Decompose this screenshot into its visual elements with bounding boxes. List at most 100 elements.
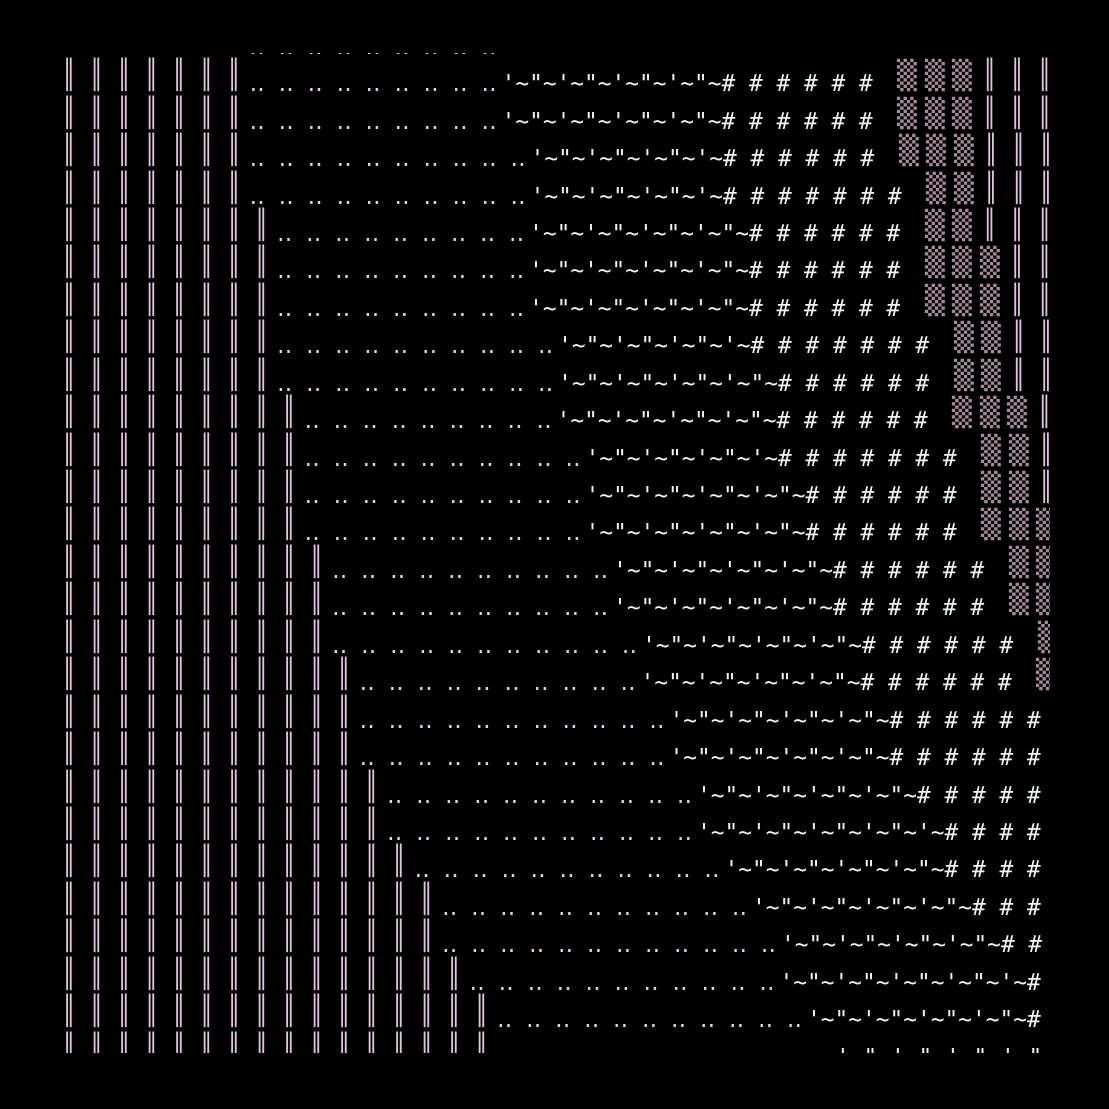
shade-block-glyph: ▒ <box>1008 509 1029 542</box>
pillar-glyph: ║ <box>144 134 159 167</box>
pillar-glyph: ║ <box>309 658 324 691</box>
pillar-glyph: ║ <box>117 433 131 467</box>
pillar-glyph: ║ <box>982 59 997 92</box>
pillar-glyph: ║ <box>227 957 241 991</box>
dots-run: ‥ ‥ ‥ ‥ ‥ ‥ ‥ ‥ ‥ <box>249 53 496 60</box>
tilde-run: '~"~'~"~'~"~'~"~ <box>781 932 1001 959</box>
pillar-glyph: ║ <box>227 284 241 317</box>
pillar-glyph: ║ <box>117 96 131 130</box>
dots-run: ‥ ‥ ‥ ‥ ‥ ‥ ‥ ‥ ‥ ‥ ‥ <box>359 745 665 772</box>
pillar-glyph: ║ <box>337 845 351 878</box>
pillar-glyph: ║ <box>309 845 324 878</box>
pillar-glyph: ║ <box>144 845 159 878</box>
dots-run: ‥ ‥ ‥ ‥ ‥ ‥ ‥ ‥ ‥ ‥ ‥ <box>469 969 775 996</box>
pillar-glyph: ║ <box>144 583 159 616</box>
pillar-glyph: ║ <box>199 433 214 467</box>
pillar-glyph: ║ <box>199 770 214 804</box>
pillar-glyph: ║ <box>172 396 186 429</box>
art-row: ║ ║ ║ ║ ║ ║ ║ ║ ║ ‥ ‥ ‥ ‥ ‥ ‥ ‥ ‥ ‥ ‥ '~"… <box>62 509 1050 552</box>
tilde-run: '~"~'~"~'~"~'~"~'~ <box>697 819 945 846</box>
pillar-glyph: ║ <box>309 733 324 766</box>
tilde-run: '~"~'~"~'~"~'~ <box>558 333 751 360</box>
pillar-glyph: ║ <box>62 321 76 354</box>
pillar-glyph: ║ <box>364 770 379 804</box>
tilde-run: '~"~'~"~'~"~'~"~ <box>529 258 749 285</box>
pillar-glyph: ║ <box>117 209 131 242</box>
pillar-glyph: ║ <box>1038 53 1050 99</box>
pillar-glyph: ║ <box>199 134 214 167</box>
pillar-glyph: ║ <box>254 1032 269 1053</box>
pillar-glyph: ║ <box>282 770 296 804</box>
art-row: ║ ║ ║ ║ ║ ║ ║ ‥ ‥ ‥ ‥ ‥ ‥ ‥ ‥ ‥ ‥ '~"~'~"… <box>62 134 1050 178</box>
dots-run: ‥ ‥ ‥ ‥ ‥ ‥ ‥ ‥ ‥ ‥ ‥ <box>387 782 693 809</box>
pillar-glyph: ║ <box>227 695 241 729</box>
pillar-glyph: ║ <box>309 1032 324 1053</box>
art-row: ║ ║ ║ ║ ║ ║ ║ ║ ║ ║ ‥ ‥ ‥ ‥ ‥ ‥ ‥ ‥ ‥ ‥ … <box>62 621 1050 665</box>
pillar-glyph: ║ <box>117 883 131 916</box>
hash-run: # # # # # # <box>861 632 1041 659</box>
pillar-glyph: ║ <box>364 883 379 916</box>
pillar-glyph: ║ <box>199 658 214 691</box>
pillar-glyph: ║ <box>1039 428 1050 474</box>
pillar-glyph: ║ <box>337 957 351 991</box>
pillar-glyph: ║ <box>117 134 131 167</box>
hash-run: # # # <box>1000 932 1043 959</box>
pillar-glyph: ║ <box>227 808 241 841</box>
pillar-glyph: ║ <box>1010 246 1024 279</box>
pillar-glyph: ║ <box>309 808 324 841</box>
pillar-glyph: ║ <box>309 621 324 654</box>
shade-block-glyph: ▒ <box>1008 546 1029 579</box>
pillar-glyph: ║ <box>309 546 324 579</box>
pillar-glyph: ║ <box>89 471 104 504</box>
pillar-glyph: ║ <box>117 770 131 804</box>
pillar-glyph: ║ <box>282 695 296 729</box>
pillar-glyph: ║ <box>89 808 104 841</box>
shade-block-glyph: ▒ <box>1008 434 1029 467</box>
pillar-glyph: ║ <box>117 658 131 691</box>
pillar-glyph: ║ <box>392 883 406 916</box>
pillar-glyph: ║ <box>144 433 159 467</box>
art-row: ║ ║ ║ ║ ║ ║ ║ ║ ║ ║ ║ ║ ║ ║ ║ ‥ ‥ ‥ ‥ ‥ … <box>62 958 1050 1002</box>
pillar-glyph: ║ <box>227 246 241 279</box>
pillar-glyph: ║ <box>1010 59 1024 92</box>
pillar-glyph: ║ <box>474 1032 489 1053</box>
pillar-glyph: ║ <box>62 471 76 504</box>
pillar-glyph: ║ <box>1039 353 1050 399</box>
pillar-glyph: ║ <box>282 621 296 654</box>
pillar-glyph: ║ <box>117 583 131 616</box>
pillar-glyph: ║ <box>117 284 131 317</box>
tilde-run: '~"~'~"~'~"~'~ <box>530 183 723 210</box>
ascii-art: ‥ ‥ ‥ ‥ ‥ ‥ ‥ ‥ ‥ ║ ║ ║ ║ ║ ║ ║ ‥ ‥ ‥ ‥ ‥… <box>62 53 1050 1053</box>
pillar-glyph: ║ <box>282 546 296 579</box>
pillar-glyph: ║ <box>227 396 241 429</box>
pillar-glyph: ║ <box>227 59 241 92</box>
pillar-glyph: ║ <box>254 246 269 279</box>
pillar-glyph: ║ <box>62 209 76 242</box>
dots-run: ‥ ‥ ‥ ‥ ‥ ‥ ‥ ‥ ‥ <box>304 408 552 435</box>
art-row: ║ ║ ║ ║ ║ ║ ║ ║ ║ ║ ║ ║ ║ ║ ‥ ‥ ‥ ‥ ‥ ‥ … <box>62 921 1050 964</box>
pillar-glyph: ║ <box>199 508 214 541</box>
hash-run: # # <box>1026 1007 1041 1034</box>
art-row: ║ ║ ║ ║ ║ ║ ║ ║ ║ ‥ ‥ ‥ ‥ ‥ ‥ ‥ ‥ ‥ ‥ '~"… <box>62 434 1050 478</box>
pillar-glyph: ║ <box>337 695 351 729</box>
pillar-glyph: ║ <box>337 995 351 1028</box>
pillar-glyph: ║ <box>62 845 76 878</box>
pillar-glyph: ║ <box>364 845 379 878</box>
pillar-glyph: ║ <box>199 358 214 392</box>
art-row: ║ ║ ║ ║ ║ ║ ║ ║ ‥ ‥ ‥ ‥ ‥ ‥ ‥ ‥ ‥ '~"~'~"… <box>62 247 1050 290</box>
pillar-glyph: ║ <box>337 1032 351 1053</box>
shade-block-glyph: ▒ <box>953 135 974 167</box>
pillar-glyph: ║ <box>282 1032 296 1053</box>
pillar-glyph: ║ <box>254 471 269 504</box>
pillar-glyph: ║ <box>62 621 76 654</box>
pillar-glyph: ║ <box>282 583 296 616</box>
pillar-glyph: ║ <box>1039 315 1050 361</box>
dots-run: ‥ ‥ ‥ ‥ ‥ ‥ ‥ ‥ ‥ <box>249 71 497 98</box>
pillar-glyph: ║ <box>89 134 104 167</box>
pillar-glyph: ║ <box>227 658 241 691</box>
pillar-glyph: ║ <box>282 883 296 916</box>
pillar-glyph: ║ <box>89 96 104 130</box>
pillar-glyph: ║ <box>254 770 269 804</box>
tilde-run: '~"~'~"~'~"~'~"~ <box>807 1007 1027 1034</box>
pillar-glyph: ║ <box>89 396 104 429</box>
